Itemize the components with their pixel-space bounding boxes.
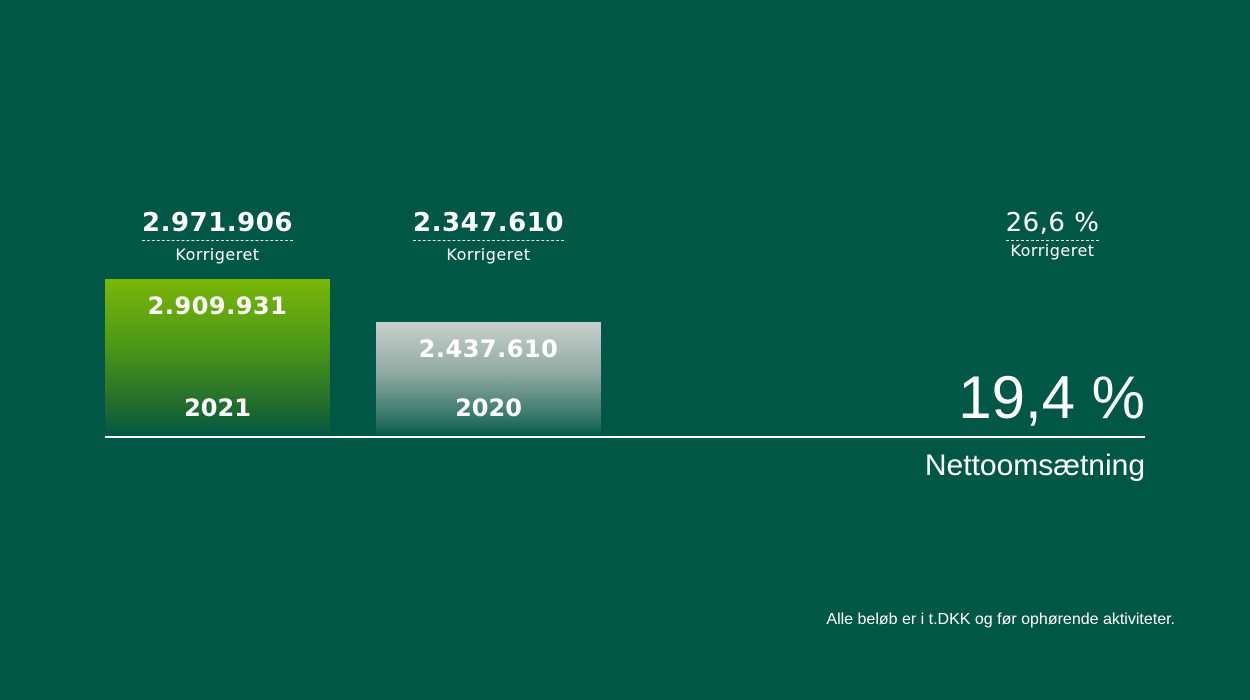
bar-value-2020: 2.437.610 <box>418 335 559 363</box>
corrected-value-2021: 2.971.906 <box>142 208 293 241</box>
growth-percent: 19,4 % <box>958 364 1145 431</box>
corrected-growth-label: Korrigeret <box>1010 241 1095 260</box>
corrected-label-2020: Korrigeret <box>446 245 531 264</box>
footnote: Alle beløb er i t.DKK og før ophørende a… <box>826 611 1175 628</box>
corrected-growth-value: 26,6 % <box>1005 208 1100 241</box>
chart-baseline <box>105 436 1145 438</box>
bar-value-2021: 2.909.931 <box>147 292 288 320</box>
corrected-label-2021: Korrigeret <box>175 245 260 264</box>
corrected-block-2021: 2.971.906 <box>105 208 330 241</box>
corrected-value-2020: 2.347.610 <box>413 208 564 241</box>
metric-label: Nettoomsætning <box>924 449 1145 482</box>
bar-year-2021: 2021 <box>184 394 251 422</box>
bar-year-2020: 2020 <box>455 394 522 422</box>
bar-2020 <box>376 322 601 437</box>
corrected-growth-block: 26,6 % <box>990 208 1115 241</box>
corrected-block-2020: 2.347.610 <box>376 208 601 241</box>
bar-2021 <box>105 279 330 437</box>
